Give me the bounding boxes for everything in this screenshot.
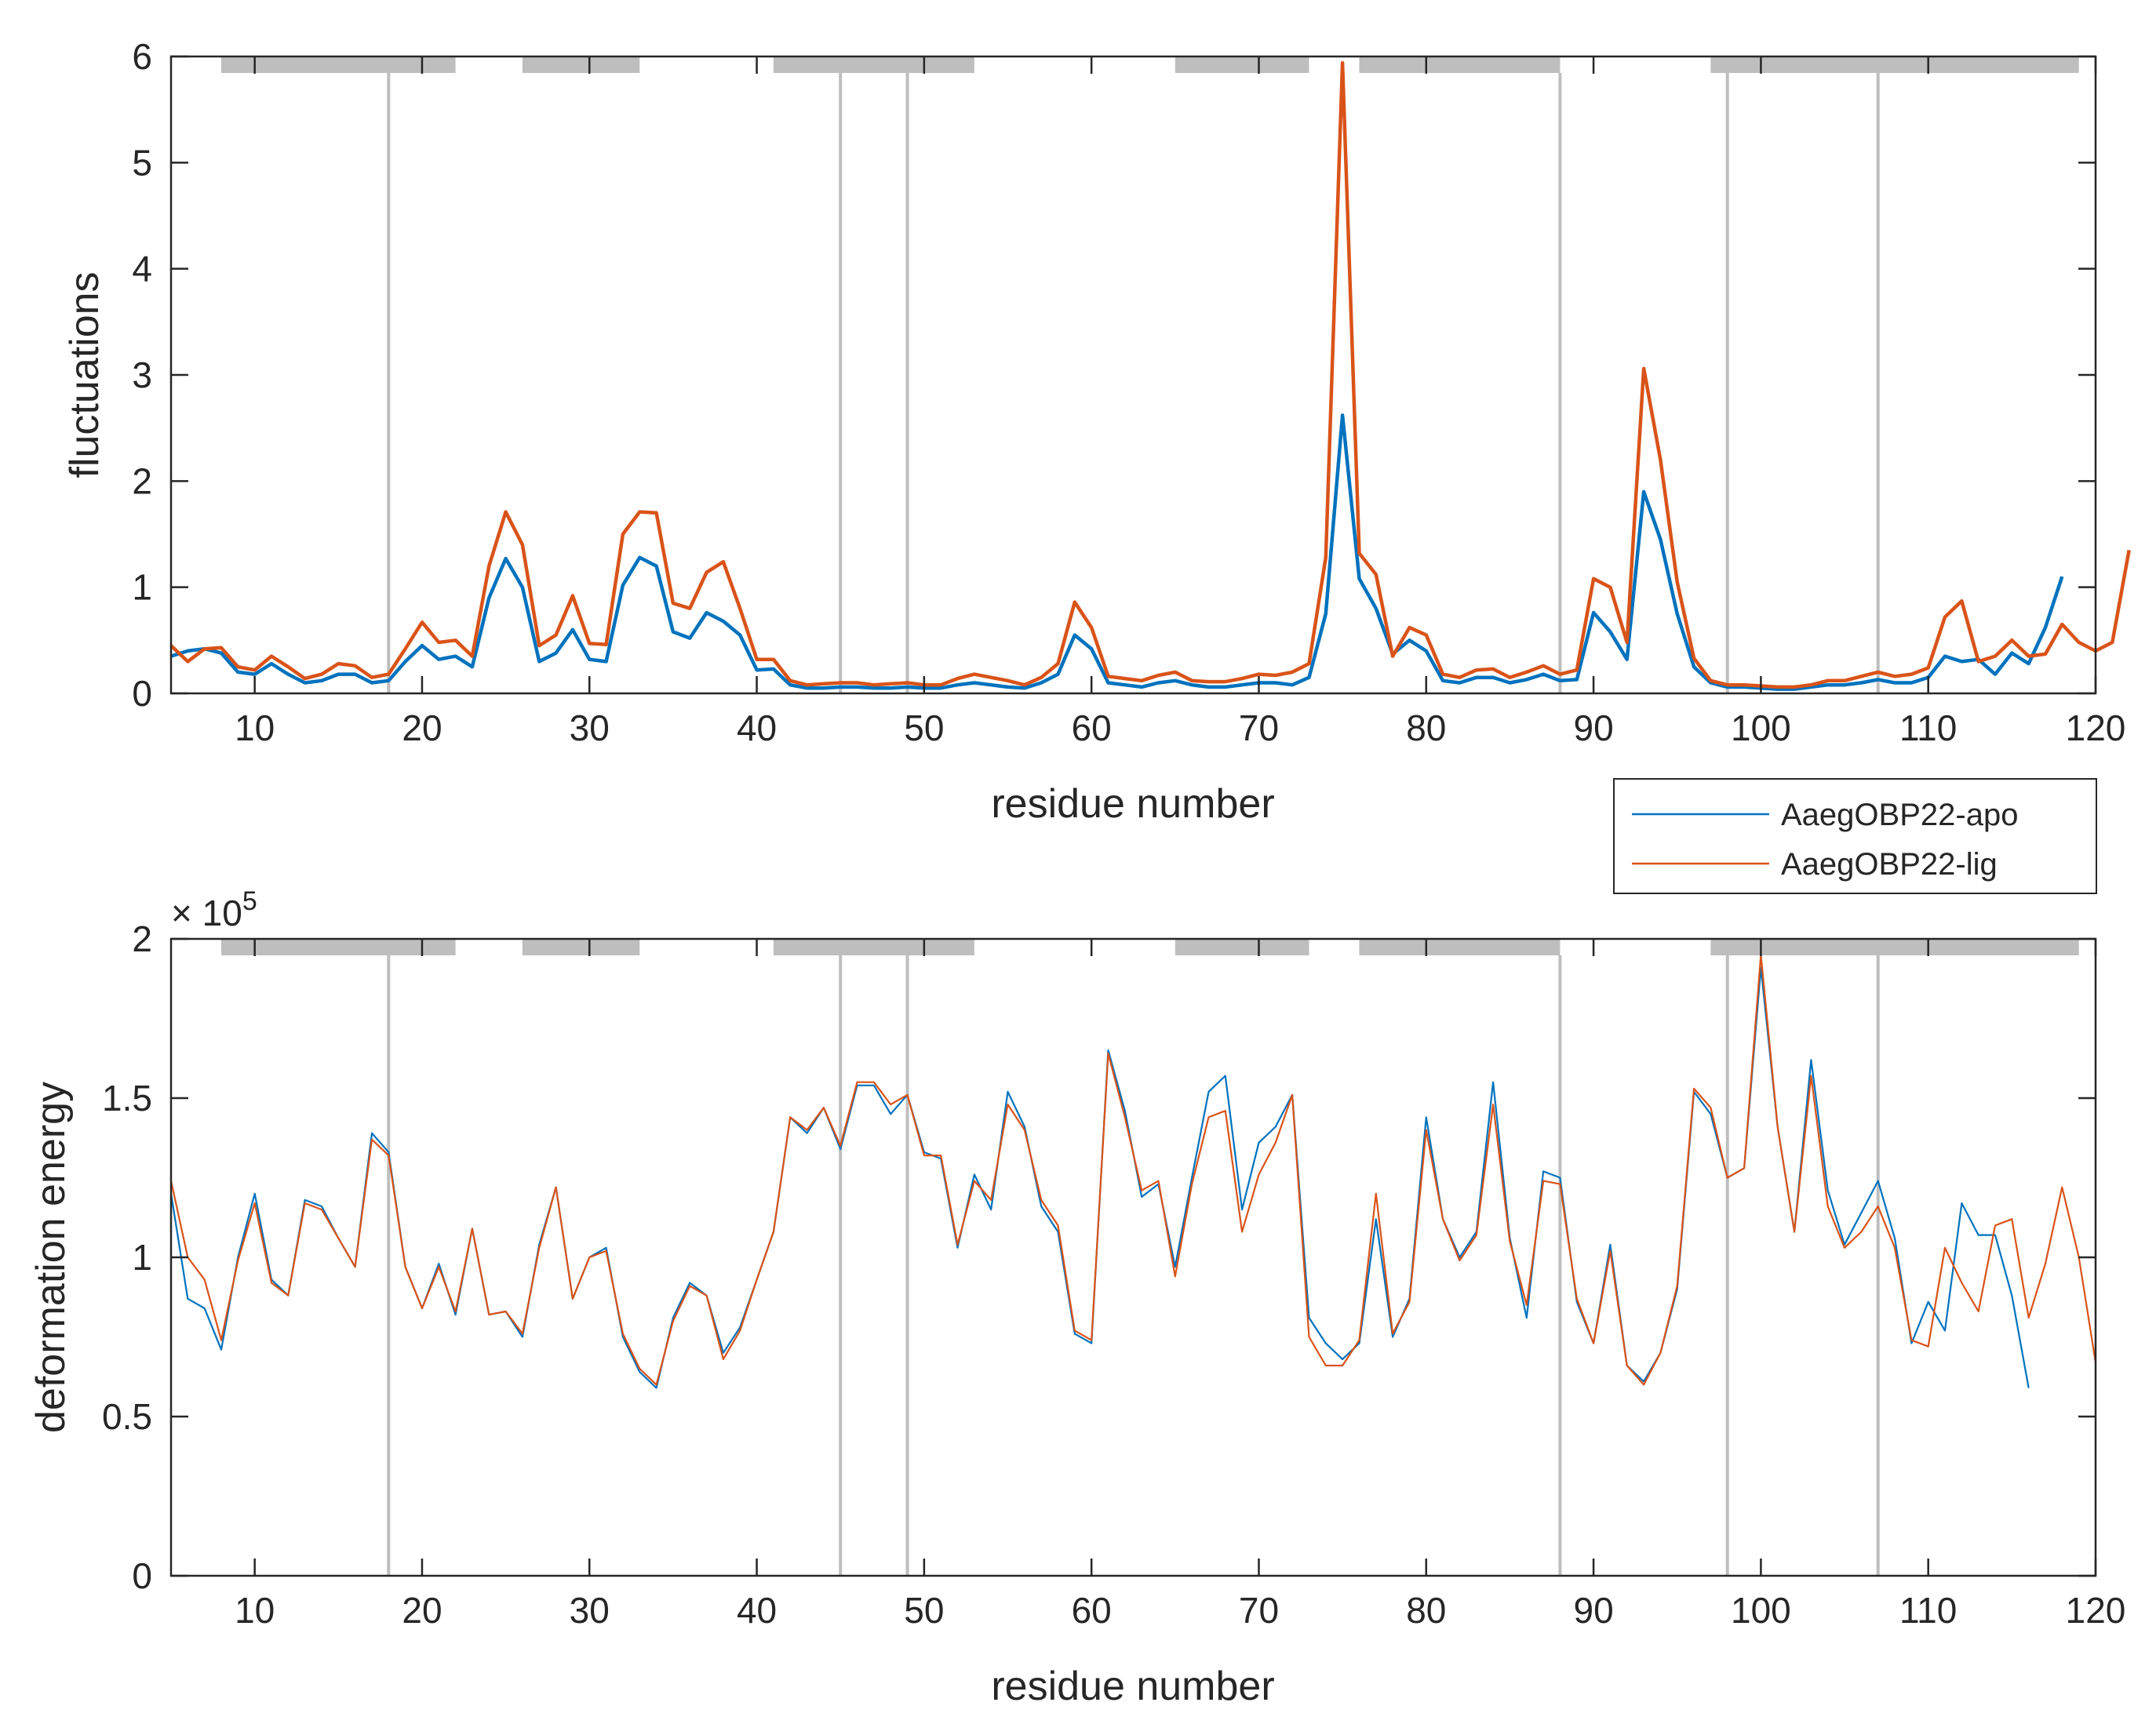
bottom-plot-area [171,939,2096,1576]
top-plot-area [171,56,2096,693]
top-xtick-label-110: 110 [1899,707,1957,748]
top-y-ticks: 0 1 2 3 4 5 6 [132,36,2096,714]
bottom-ss-bar-1 [522,939,640,955]
top-ytick-label-1: 1 [132,567,152,608]
top-xtick-label-100: 100 [1731,707,1791,748]
top-series-apo-line [170,413,2064,691]
top-xtick-label-10: 10 [235,707,275,748]
top-panel: 10 20 30 40 50 60 70 80 90 100 110 120 0 1 2 3 4 5 6 resi… [62,36,2131,827]
top-ytick-label-2: 2 [132,460,152,501]
legend-label-lig: AaegOBP22-lig [1781,847,1998,882]
bottom-series [169,954,2097,1389]
top-xtick-label-40: 40 [737,707,777,748]
top-ss-bar-3 [1175,56,1309,73]
bottom-xtick-label-90: 90 [1574,1590,1614,1631]
bottom-xtick-label-70: 70 [1239,1590,1279,1631]
top-xtick-label-60: 60 [1072,707,1112,748]
bottom-xtick-label-40: 40 [737,1590,777,1631]
bottom-xtick-label-50: 50 [904,1590,944,1631]
top-xtick-label-120: 120 [2066,707,2126,748]
top-ytick-label-0: 0 [132,673,152,714]
bottom-reference-lines [387,955,1880,1576]
top-xtick-label-20: 20 [402,707,442,748]
bottom-scale-factor: × 105 [171,886,257,933]
top-ss-bar-4 [1359,56,1561,73]
top-x-ticks: 10 20 30 40 50 60 70 80 90 100 110 120 [235,56,2125,748]
bottom-ss-bar-3 [1175,939,1309,955]
top-series-lig-line [169,60,2131,689]
top-series [169,60,2131,691]
top-xtick-label-30: 30 [570,707,610,748]
top-reference-lines [387,73,1880,693]
bottom-secondary-structure-bars [220,939,2079,955]
top-ytick-label-3: 3 [132,355,152,395]
bottom-ss-bar-0 [220,939,456,955]
scale-base: × 10 [171,893,242,933]
bottom-x-ticks: 10 20 30 40 50 60 70 80 90 100 110 120 [235,939,2125,1631]
bottom-xtick-label-120: 120 [2066,1590,2126,1631]
top-xtick-label-70: 70 [1239,707,1279,748]
top-y-axis-label: fluctuations [62,271,107,478]
bottom-y-ticks: 0 0.5 1 1.5 2 [102,918,2096,1596]
top-x-axis-label: residue number [991,781,1274,827]
top-ss-bar-2 [773,56,974,73]
bottom-xtick-label-10: 10 [235,1590,275,1631]
bottom-ytick-label-2: 2 [132,918,152,959]
bottom-xtick-label-30: 30 [570,1590,610,1631]
bottom-xtick-label-60: 60 [1072,1590,1112,1631]
bottom-ss-bar-5 [1710,939,2079,955]
top-ss-bar-5 [1710,56,2079,73]
bottom-ytick-label-1.5: 1.5 [102,1078,152,1118]
bottom-panel: 10 20 30 40 50 60 70 80 90 100 110 120 0 0.5 1 1.5 2 × … [28,886,2125,1709]
bottom-ytick-label-0.5: 0.5 [102,1396,152,1437]
legend-box [1613,778,2097,894]
top-xtick-label-50: 50 [904,707,944,748]
top-ytick-label-6: 6 [132,36,152,77]
top-ss-bar-1 [522,56,640,73]
bottom-xtick-label-110: 110 [1899,1590,1957,1631]
bottom-ss-bar-4 [1359,939,1561,955]
top-xtick-label-90: 90 [1574,707,1614,748]
bottom-xtick-label-80: 80 [1406,1590,1446,1631]
legend-label-apo: AaegOBP22-apo [1781,798,2018,832]
top-ss-bar-0 [220,56,456,73]
legend[interactable]: AaegOBP22-apo AaegOBP22-lig [1613,778,2097,894]
bottom-ss-bar-2 [773,939,974,955]
bottom-x-axis-label: residue number [991,1664,1274,1709]
top-xtick-label-80: 80 [1406,707,1446,748]
bottom-ytick-label-0: 0 [132,1555,152,1596]
scale-exponent: 5 [242,886,257,916]
top-ytick-label-4: 4 [132,249,152,289]
bottom-ytick-label-1: 1 [132,1237,152,1278]
top-ytick-label-5: 5 [132,142,152,183]
bottom-series-lig-line [169,954,2097,1386]
bottom-y-axis-label: deformation energy [28,1082,74,1433]
bottom-xtick-label-100: 100 [1731,1590,1791,1631]
bottom-xtick-label-20: 20 [402,1590,442,1631]
